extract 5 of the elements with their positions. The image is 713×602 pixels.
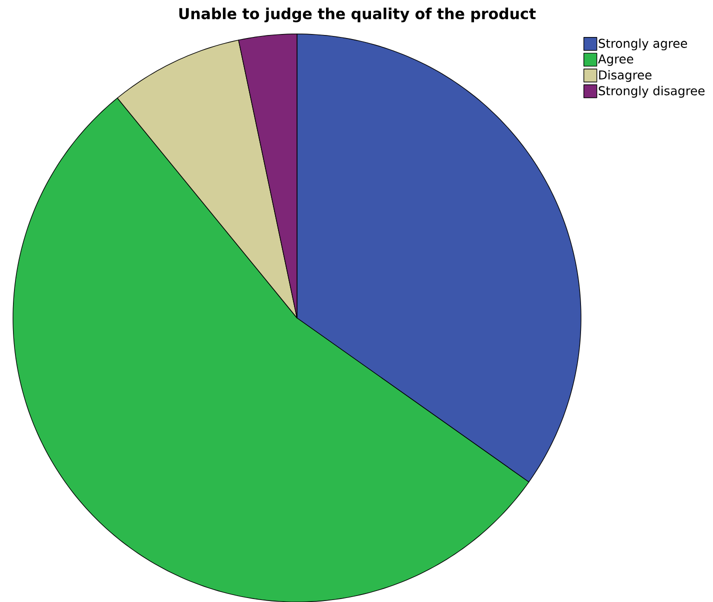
legend-label: Disagree [599, 70, 652, 82]
legend-label: Strongly agree [598, 38, 688, 50]
legend-label: Agree [598, 54, 634, 66]
legend-label: Strongly disagree [598, 86, 705, 98]
chart-title: Unable to judge the quality of the product [179, 8, 536, 22]
